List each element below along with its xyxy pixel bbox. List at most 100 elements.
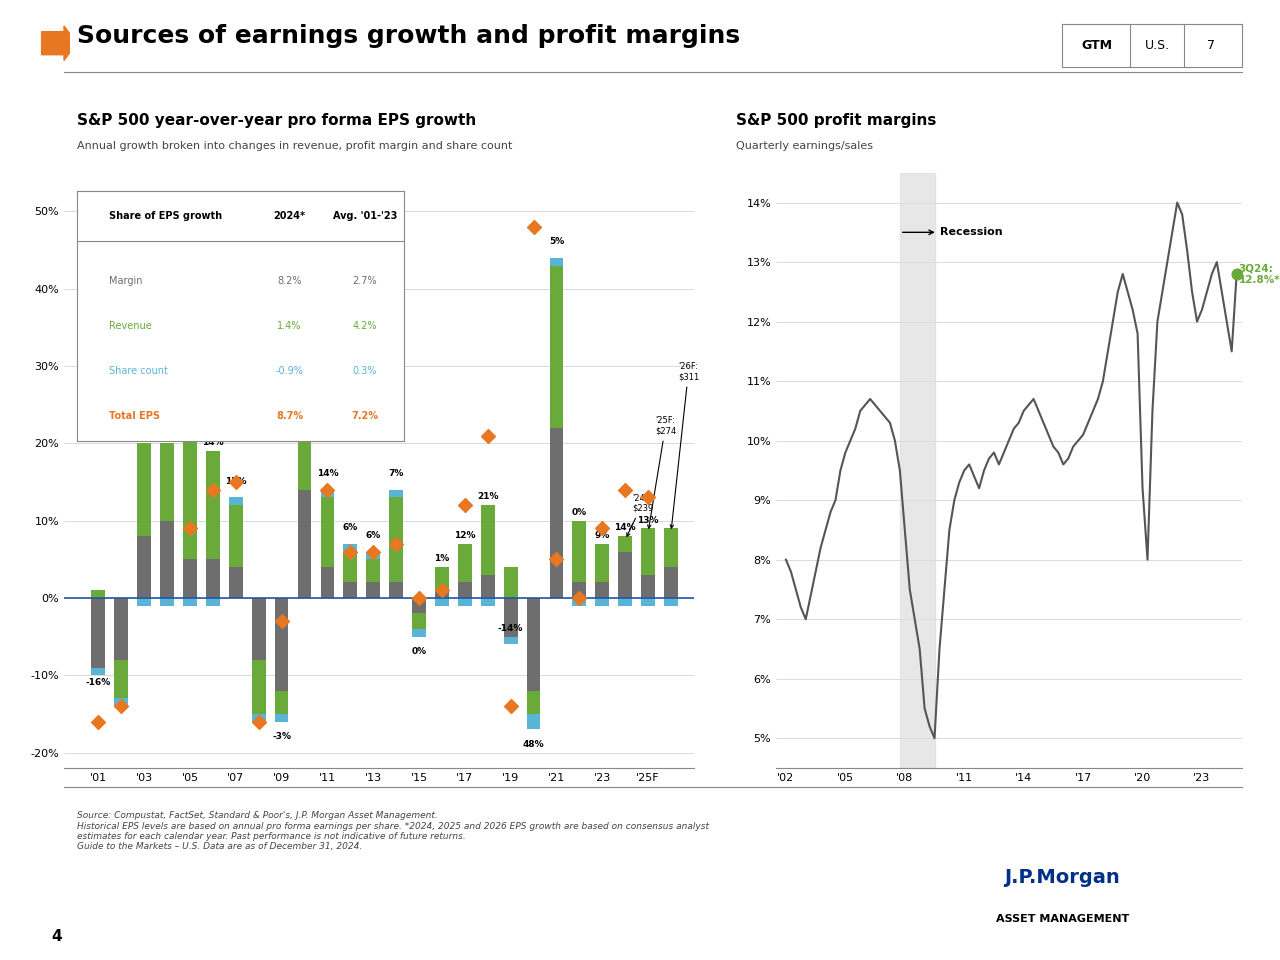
Bar xyxy=(458,583,472,598)
Bar xyxy=(298,490,311,598)
Bar xyxy=(183,436,197,560)
Text: ASSET MANAGEMENT: ASSET MANAGEMENT xyxy=(996,914,1129,924)
Bar xyxy=(366,560,380,583)
Text: 6%: 6% xyxy=(366,531,381,540)
Bar xyxy=(595,583,609,598)
Text: 13%: 13% xyxy=(637,516,659,524)
Point xyxy=(431,583,452,598)
Bar xyxy=(160,444,174,520)
Point xyxy=(570,590,590,606)
Bar xyxy=(481,598,494,606)
Text: '26F:
$311: '26F: $311 xyxy=(671,362,699,528)
Point xyxy=(179,520,200,536)
Point xyxy=(202,482,223,497)
Bar xyxy=(160,520,174,598)
Text: 3Q24:
12.8%*: 3Q24: 12.8%* xyxy=(1239,263,1280,285)
Bar xyxy=(641,528,655,575)
Bar xyxy=(435,598,449,606)
Point xyxy=(271,613,292,629)
Text: '24F:
$239: '24F: $239 xyxy=(627,493,653,537)
Bar xyxy=(618,536,632,552)
Bar xyxy=(412,598,426,613)
Text: 0%: 0% xyxy=(411,647,426,656)
Bar xyxy=(504,567,517,598)
Bar xyxy=(618,552,632,598)
Bar xyxy=(137,444,151,536)
Point xyxy=(500,699,521,714)
Bar xyxy=(664,528,678,567)
Bar xyxy=(137,598,151,606)
Bar xyxy=(91,590,105,598)
Bar xyxy=(252,714,265,722)
Bar xyxy=(900,173,934,768)
Bar xyxy=(435,567,449,590)
Text: 14%: 14% xyxy=(316,469,338,478)
Bar xyxy=(526,714,540,730)
Bar xyxy=(137,536,151,598)
Text: 14%: 14% xyxy=(614,523,636,532)
Bar xyxy=(298,327,311,335)
Text: '25F:
$274: '25F: $274 xyxy=(648,417,676,528)
Bar xyxy=(366,583,380,598)
Bar xyxy=(114,598,128,660)
Text: 5%: 5% xyxy=(549,237,564,246)
Bar xyxy=(412,613,426,629)
Bar xyxy=(252,660,265,714)
Bar xyxy=(275,690,288,714)
Point xyxy=(340,544,361,560)
Bar xyxy=(160,598,174,606)
Text: Equities: Equities xyxy=(9,423,23,479)
Point xyxy=(294,274,315,289)
Bar xyxy=(275,598,288,690)
Bar xyxy=(618,543,632,598)
Bar xyxy=(206,451,220,560)
Bar xyxy=(114,699,128,707)
Text: Quarterly earnings/sales: Quarterly earnings/sales xyxy=(736,141,873,151)
Bar xyxy=(389,497,403,583)
Point xyxy=(111,699,132,714)
Bar xyxy=(229,567,243,598)
Point xyxy=(385,536,406,551)
Text: 1%: 1% xyxy=(434,554,449,564)
Text: Recession: Recession xyxy=(902,228,1004,237)
Bar xyxy=(595,598,609,606)
Point xyxy=(637,490,658,505)
Point xyxy=(547,552,567,567)
Text: -14%: -14% xyxy=(498,624,524,633)
Bar xyxy=(618,598,632,606)
Text: 4: 4 xyxy=(51,929,61,944)
Text: U.S.: U.S. xyxy=(1144,39,1170,52)
Bar xyxy=(412,629,426,636)
Bar xyxy=(458,543,472,583)
Bar xyxy=(481,505,494,575)
Bar xyxy=(229,505,243,567)
Bar xyxy=(229,497,243,505)
Text: S&P 500 year-over-year pro forma EPS growth: S&P 500 year-over-year pro forma EPS gro… xyxy=(77,112,476,128)
Bar xyxy=(641,575,655,598)
Bar xyxy=(526,690,540,714)
Bar xyxy=(206,598,220,606)
Bar xyxy=(572,583,586,598)
Point xyxy=(477,428,498,444)
Bar xyxy=(504,636,517,644)
Point xyxy=(524,219,544,234)
Bar xyxy=(664,598,678,606)
Text: 6%: 6% xyxy=(343,523,358,532)
Text: 7%: 7% xyxy=(388,469,403,478)
Text: Annual growth broken into changes in revenue, profit margin and share count: Annual growth broken into changes in rev… xyxy=(77,141,512,151)
Point xyxy=(248,714,269,730)
Text: 9%: 9% xyxy=(182,422,197,432)
Bar xyxy=(298,335,311,490)
Bar xyxy=(549,258,563,266)
Text: 9%: 9% xyxy=(595,531,611,540)
Text: Sources of earnings growth and profit margins: Sources of earnings growth and profit ma… xyxy=(77,24,740,48)
Text: 48%: 48% xyxy=(522,739,544,749)
Bar xyxy=(366,552,380,560)
Point xyxy=(317,482,338,497)
Bar xyxy=(595,543,609,583)
Text: GTM: GTM xyxy=(1080,39,1112,52)
Bar xyxy=(343,543,357,552)
Bar xyxy=(91,667,105,675)
Text: 41%: 41% xyxy=(293,307,315,316)
Bar xyxy=(641,598,655,606)
